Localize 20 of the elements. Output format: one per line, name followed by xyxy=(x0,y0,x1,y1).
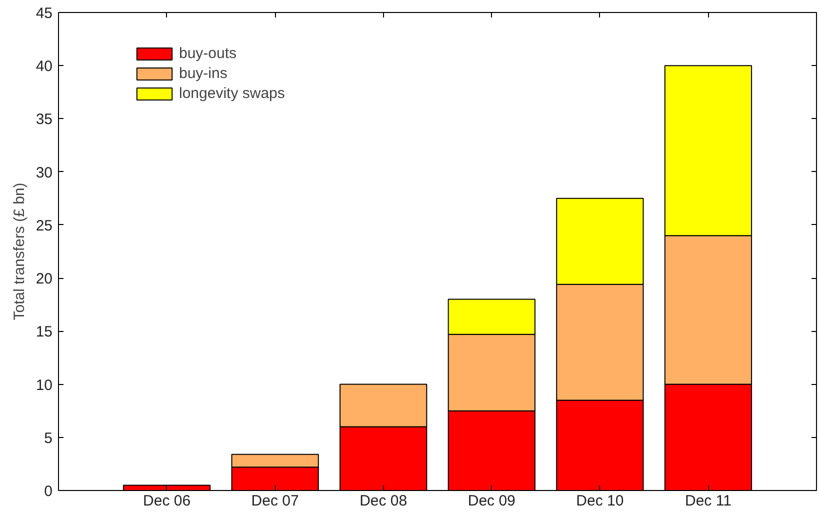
y-axis-title: Total transfers (£ bn) xyxy=(10,182,28,320)
y-tick-label: 15 xyxy=(36,324,53,341)
y-tick-label: 25 xyxy=(36,217,53,234)
x-tick-label: Dec 09 xyxy=(468,492,516,510)
x-tick-label: Dec 06 xyxy=(143,492,191,510)
legend-label: buy-outs xyxy=(179,45,237,62)
y-tick-label: 20 xyxy=(36,270,53,288)
x-tick-label: Dec 07 xyxy=(251,492,299,510)
y-tick-label: 35 xyxy=(36,111,53,128)
legend-label: buy-ins xyxy=(179,65,228,82)
x-tick-label: Dec 08 xyxy=(360,492,408,510)
x-tick-label: Dec 10 xyxy=(576,492,624,510)
x-tick-label: Dec 11 xyxy=(685,492,732,510)
y-tick-label: 10 xyxy=(36,376,53,394)
y-tick-label: 0 xyxy=(44,483,52,500)
legend-label: longevity swaps xyxy=(179,85,285,102)
y-tick-label: 5 xyxy=(44,430,52,447)
y-tick-label: 30 xyxy=(36,164,53,182)
y-tick-label: 40 xyxy=(36,58,53,76)
y-tick-label: 45 xyxy=(36,5,53,22)
